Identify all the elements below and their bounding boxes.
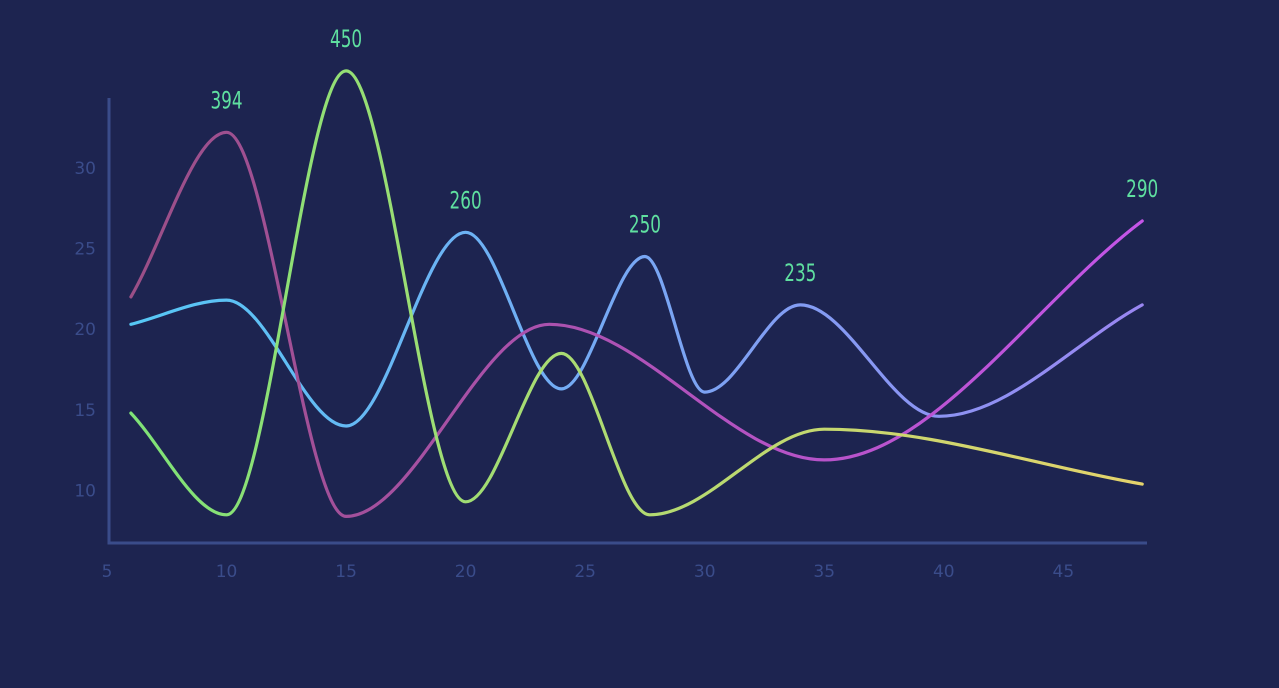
x-tick-label: 25 [574,562,596,582]
data-label: 290 [1126,176,1158,204]
x-tick-label: 30 [694,562,716,582]
series-line-2 [129,130,1144,518]
data-label: 235 [784,260,816,288]
data-label: 250 [629,211,661,239]
y-tick-label: 20 [74,320,96,340]
data-label: 450 [330,26,362,54]
x-tick-label: 5 [102,562,113,582]
data-labels: 394 450 260 250 235 290 [210,26,1158,288]
series-lines [129,69,1144,518]
y-tick-label: 10 [74,482,96,502]
axes [107,98,1147,545]
x-tick-label: 15 [335,562,357,582]
x-tick-label: 20 [455,562,477,582]
x-tick-label: 35 [813,562,835,582]
series-line-3 [129,69,1144,517]
x-tick-label: 45 [1053,562,1075,582]
y-tick-label: 25 [74,239,96,259]
x-tick-label: 40 [933,562,955,582]
y-tick-label: 15 [74,401,96,421]
series-line-1 [129,230,1144,428]
data-label: 394 [210,87,242,115]
data-label: 260 [450,187,482,215]
x-tick-label: 10 [216,562,238,582]
tick-labels: 5 10 15 20 25 30 35 40 45 10 15 20 25 30 [74,159,1074,582]
y-tick-label: 30 [74,159,96,179]
